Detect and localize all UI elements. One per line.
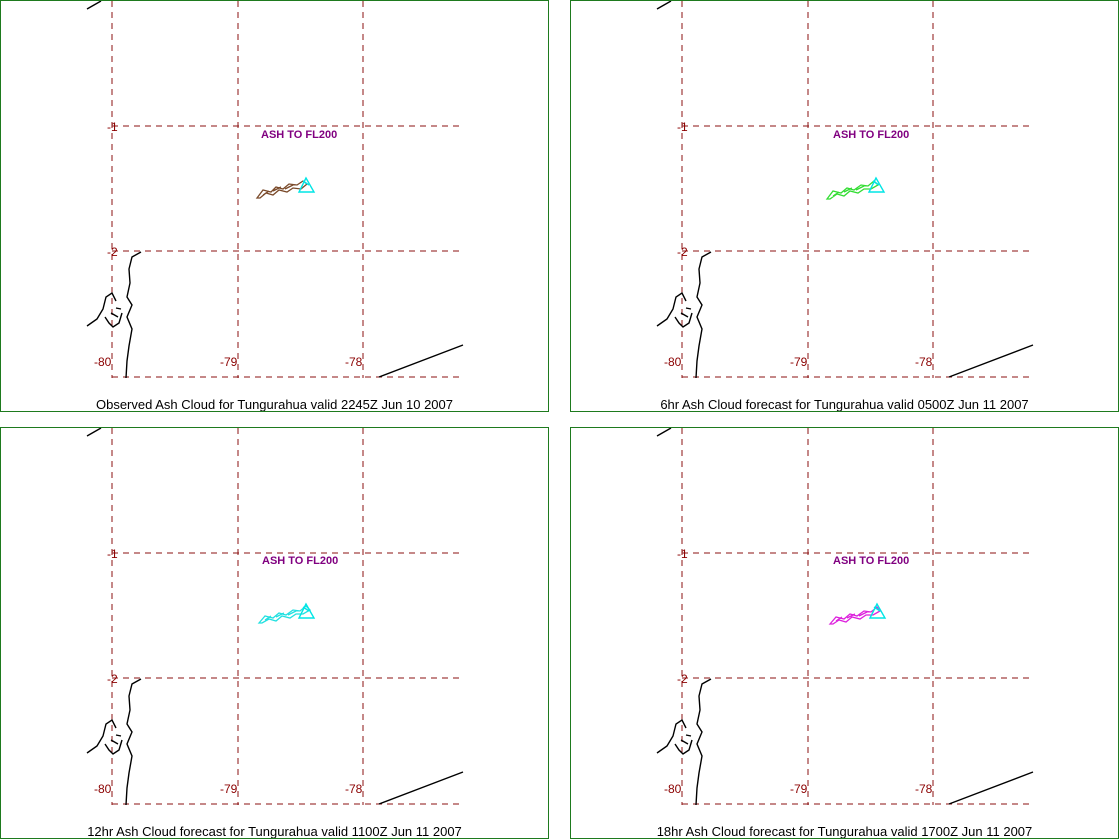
lon-label-79: -79 (220, 355, 238, 369)
lat-label-1: -1 (677, 120, 688, 134)
lat-label-1: -1 (107, 120, 118, 134)
lat-label-2: -2 (107, 672, 118, 686)
map-panel-18hr: -1 -2 -80 -79 -78 ASH TO FL200 18hr Ash … (570, 427, 1119, 839)
lon-label-80: -80 (664, 782, 682, 796)
lon-label-78: -78 (345, 355, 363, 369)
lon-label-78: -78 (915, 355, 933, 369)
lat-label-1: -1 (107, 547, 118, 561)
andes-boundary-line (378, 344, 464, 378)
tungurahua-volcano-marker (868, 602, 887, 619)
andes-boundary-line (948, 771, 1034, 805)
ash-altitude-label: ASH TO FL200 (833, 129, 909, 141)
map-panel-6hr: -1 -2 -80 -79 -78 ASH TO FL200 6hr Ash C… (570, 0, 1119, 412)
panel-caption: 18hr Ash Cloud forecast for Tungurahua v… (656, 824, 1033, 839)
ash-altitude-label: ASH TO FL200 (262, 555, 338, 567)
lat-label-2: -2 (677, 245, 688, 259)
coastline-fragment (656, 1, 672, 10)
tungurahua-volcano-marker (297, 176, 316, 193)
ash-altitude-label: ASH TO FL200 (261, 129, 337, 141)
ash-altitude-label: ASH TO FL200 (833, 555, 909, 567)
map-canvas: -1 -2 -80 -79 -78 ASH TO FL200 (86, 1, 464, 379)
lon-label-80: -80 (94, 355, 112, 369)
andes-boundary-line (378, 771, 464, 805)
map-canvas: -1 -2 -80 -79 -78 ASH TO FL200 (656, 1, 1034, 379)
map-panel-observed: -1 -2 -80 -79 -78 ASH TO FL200 Observed … (0, 0, 549, 412)
ecuador-coastline (656, 251, 712, 379)
lon-label-79: -79 (790, 782, 808, 796)
lon-label-79: -79 (790, 355, 808, 369)
lat-label-1: -1 (677, 547, 688, 561)
panel-caption: Observed Ash Cloud for Tungurahua valid … (95, 397, 454, 412)
ecuador-coastline (86, 678, 142, 806)
map-panel-12hr: -1 -2 -80 -79 -78 ASH TO FL200 12hr Ash … (0, 427, 549, 839)
lon-label-78: -78 (345, 782, 363, 796)
lat-label-2: -2 (677, 672, 688, 686)
andes-boundary-line (948, 344, 1034, 378)
lon-label-80: -80 (664, 355, 682, 369)
tungurahua-volcano-marker (867, 176, 886, 193)
tungurahua-volcano-marker (297, 602, 316, 619)
panel-caption: 6hr Ash Cloud forecast for Tungurahua va… (660, 397, 1029, 412)
map-canvas: -1 -2 -80 -79 -78 ASH TO FL200 (656, 428, 1034, 806)
coastline-fragment (86, 1, 102, 10)
coastline-fragment (656, 428, 672, 437)
lon-label-79: -79 (220, 782, 238, 796)
lat-label-2: -2 (107, 245, 118, 259)
ecuador-coastline (656, 678, 712, 806)
lon-label-78: -78 (915, 782, 933, 796)
ecuador-coastline (86, 251, 142, 379)
map-canvas: -1 -2 -80 -79 -78 ASH TO FL200 (86, 428, 464, 806)
lon-label-80: -80 (94, 782, 112, 796)
panel-caption: 12hr Ash Cloud forecast for Tungurahua v… (87, 824, 462, 839)
ash-cloud-polygon (257, 605, 312, 624)
coastline-fragment (86, 428, 102, 437)
ash-cloud-polygon (828, 606, 881, 625)
